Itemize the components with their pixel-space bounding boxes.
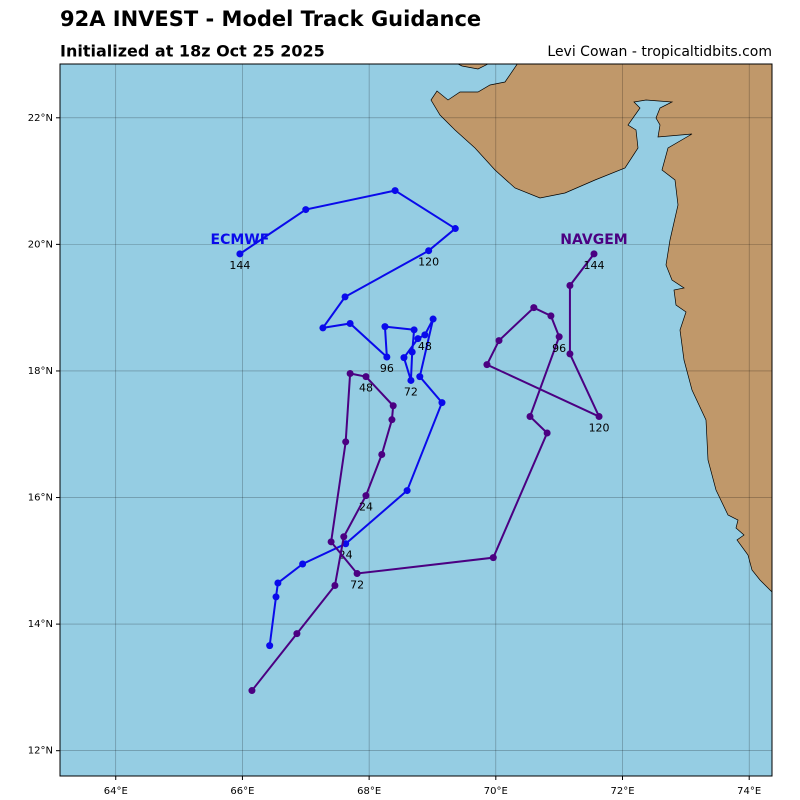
y-tick-label: 12°N — [28, 746, 53, 757]
track-point — [293, 630, 301, 638]
track-point — [547, 312, 555, 320]
track-point — [421, 331, 429, 339]
y-tick-label: 14°N — [28, 619, 53, 630]
track-point — [248, 687, 256, 695]
track-point — [407, 376, 415, 384]
track-point — [353, 569, 361, 577]
track-point — [566, 282, 574, 290]
track-point — [530, 304, 538, 312]
track-point — [266, 642, 274, 650]
credit: Levi Cowan - tropicaltidbits.com — [547, 44, 772, 60]
x-tick-label: 68°E — [357, 786, 381, 797]
track-point — [410, 326, 418, 334]
track-point — [340, 533, 348, 541]
track-point — [381, 323, 389, 331]
track-point — [388, 416, 396, 424]
series-name: ECMWF — [211, 232, 270, 248]
track-point — [331, 582, 339, 590]
land-group — [430, 64, 772, 593]
track-point — [483, 361, 491, 369]
track-point — [236, 250, 244, 258]
point-label: 120 — [589, 422, 610, 435]
track-point — [378, 450, 386, 458]
track-point — [451, 225, 459, 233]
point-label: 72 — [404, 385, 418, 398]
land — [457, 64, 489, 70]
track-point — [341, 293, 349, 301]
track-point — [400, 354, 408, 362]
track-point — [342, 540, 350, 548]
x-tick-label: 64°E — [104, 786, 128, 797]
point-label: 96 — [380, 362, 394, 375]
track-point — [327, 538, 335, 546]
track-point — [346, 319, 354, 327]
track-point — [590, 250, 598, 258]
track-point — [362, 373, 370, 381]
x-tick-label: 66°E — [230, 786, 254, 797]
y-tick-label: 20°N — [28, 239, 53, 250]
x-tick-label: 70°E — [484, 786, 508, 797]
track-point — [425, 247, 433, 255]
track-point — [566, 350, 574, 358]
track-point — [346, 369, 354, 377]
track-point — [438, 399, 446, 407]
track-point — [495, 337, 503, 345]
point-label: 48 — [359, 382, 373, 395]
y-tick-label: 18°N — [28, 366, 53, 377]
tracks: 24 48 72 96 120 144 ECMWF 24 48 72 96 120 144 NAVGEM — [211, 187, 628, 695]
track-point — [555, 333, 563, 341]
point-label: 24 — [339, 549, 353, 562]
track-point — [416, 373, 424, 381]
track-point — [342, 438, 350, 446]
track-point — [274, 579, 282, 587]
track-point — [526, 413, 534, 421]
track-point — [489, 554, 497, 562]
track-point — [299, 560, 307, 568]
point-label: 120 — [418, 256, 439, 269]
y-tick-label: 16°N — [28, 493, 53, 504]
track-point — [272, 593, 280, 601]
track-point — [429, 315, 437, 323]
track-point — [319, 324, 327, 332]
track-point — [543, 429, 551, 437]
point-label: 48 — [418, 340, 432, 353]
chart-subtitle: Initialized at 18z Oct 25 2025 — [60, 42, 325, 61]
sea — [60, 64, 772, 776]
track-point — [595, 413, 603, 421]
point-label: 72 — [350, 578, 364, 591]
track-point — [403, 487, 411, 495]
point-label: 144 — [584, 259, 605, 272]
track-point — [362, 492, 370, 500]
track-point — [391, 187, 399, 195]
plot-frame — [59, 63, 773, 777]
x-tick-label: 72°E — [610, 786, 634, 797]
chart-title: 92A INVEST - Model Track Guidance — [60, 7, 481, 31]
track-point — [414, 335, 422, 343]
track-point — [389, 402, 397, 410]
point-label: 96 — [552, 342, 566, 355]
point-label: 144 — [229, 259, 250, 272]
land — [430, 64, 772, 593]
point-label: 24 — [359, 501, 373, 514]
grid-group: 64°E 66°E 68°E 70°E 72°E 74°E 12°N 14°N 16°N 18°N… — [28, 64, 772, 797]
x-tick-label: 74°E — [737, 786, 761, 797]
series-name: NAVGEM — [560, 232, 627, 248]
y-tick-label: 22°N — [28, 113, 53, 124]
track-point — [302, 206, 310, 214]
track-point — [408, 348, 416, 356]
track-point — [383, 353, 391, 361]
